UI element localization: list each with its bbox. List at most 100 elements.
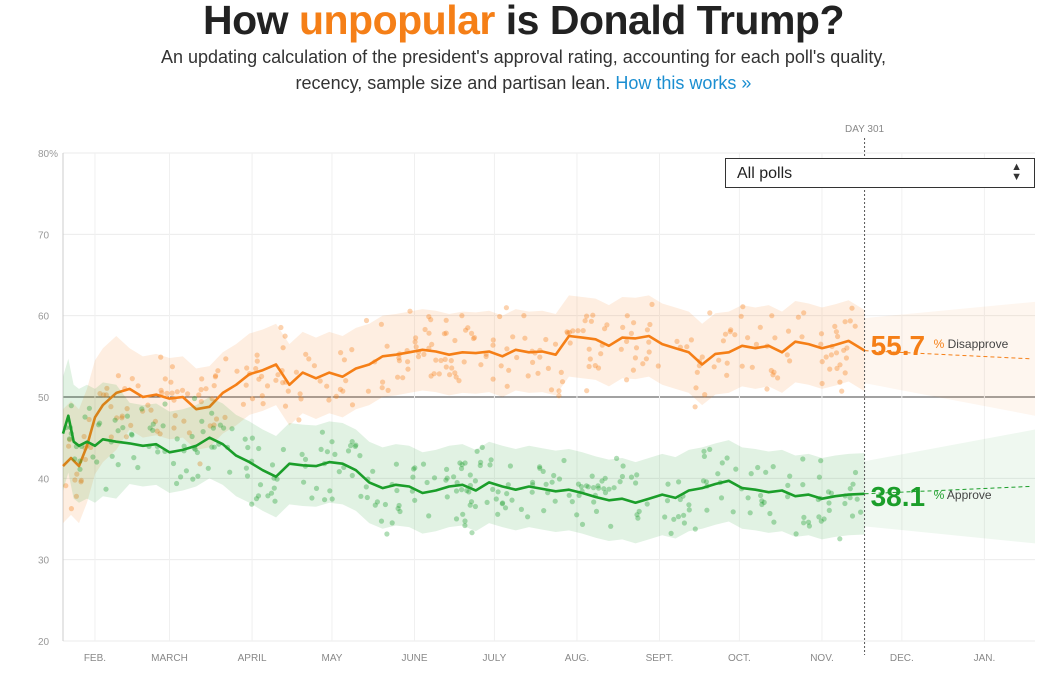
disapprove-end-value: 55.7 bbox=[870, 329, 926, 361]
disapprove-poll-dot bbox=[506, 367, 512, 373]
approve-poll-dot bbox=[596, 485, 602, 491]
approve-poll-dot bbox=[210, 425, 216, 431]
disapprove-poll-dot bbox=[101, 392, 107, 398]
disapprove-poll-dot bbox=[337, 386, 343, 392]
disapprove-poll-dot bbox=[465, 325, 471, 331]
approve-poll-dot bbox=[457, 460, 463, 466]
approve-poll-dot bbox=[372, 502, 378, 508]
disapprove-poll-dot bbox=[169, 364, 175, 370]
approve-poll-dot bbox=[150, 421, 156, 427]
disapprove-poll-dot bbox=[469, 330, 475, 336]
approve-poll-dot bbox=[205, 465, 211, 471]
disapprove-poll-dot bbox=[631, 320, 637, 326]
disapprove-poll-dot bbox=[449, 365, 455, 371]
approve-poll-dot bbox=[707, 446, 713, 452]
disapprove-poll-dot bbox=[240, 401, 246, 407]
disapprove-poll-dot bbox=[504, 346, 510, 352]
approve-poll-dot bbox=[759, 501, 765, 508]
x-tick-label: AUG. bbox=[565, 653, 589, 664]
approve-poll-dot bbox=[474, 448, 480, 454]
approve-poll-dot bbox=[806, 523, 813, 529]
approve-poll-dot bbox=[384, 531, 390, 537]
approve-poll-dot bbox=[178, 474, 184, 480]
disapprove-poll-dot bbox=[442, 356, 448, 362]
approve-poll-dot bbox=[192, 446, 198, 452]
approve-poll-dot bbox=[150, 427, 156, 433]
disapprove-poll-dot bbox=[843, 355, 850, 361]
disapprove-poll-dot bbox=[785, 328, 792, 334]
approve-poll-dot bbox=[541, 508, 547, 514]
approve-poll-dot bbox=[800, 456, 806, 462]
approve-poll-dot bbox=[636, 508, 642, 514]
disapprove-poll-dot bbox=[764, 386, 770, 392]
approve-poll-dot bbox=[635, 515, 641, 521]
disapprove-poll-dot bbox=[699, 354, 705, 360]
poll-filter-select[interactable]: All polls ▲ ▼ bbox=[725, 158, 1035, 188]
disapprove-poll-dot bbox=[72, 477, 78, 483]
disapprove-poll-dot bbox=[441, 331, 447, 337]
approve-poll-dot bbox=[453, 516, 460, 522]
disapprove-poll-dot bbox=[471, 335, 478, 341]
disapprove-poll-dot bbox=[297, 391, 303, 397]
disapprove-poll-dot bbox=[728, 327, 734, 333]
approve-poll-dot bbox=[348, 443, 354, 449]
disapprove-poll-dot bbox=[293, 369, 299, 375]
approve-poll-dot bbox=[170, 460, 177, 467]
approve-poll-dot bbox=[852, 469, 859, 476]
disapprove-poll-dot bbox=[285, 388, 291, 394]
disapprove-poll-dot bbox=[586, 346, 592, 352]
approve-trend-line bbox=[61, 414, 865, 505]
approve-poll-dot bbox=[131, 455, 137, 461]
disapprove-poll-dot bbox=[174, 389, 180, 395]
approve-poll-dot bbox=[467, 502, 473, 508]
approve-poll-dot bbox=[97, 420, 103, 426]
disapprove-poll-dot bbox=[452, 337, 458, 344]
disapprove-poll-dot bbox=[199, 376, 205, 382]
disapprove-poll-dot bbox=[254, 358, 260, 364]
disapprove-poll-dot bbox=[722, 331, 729, 337]
disapprove-poll-dot bbox=[74, 471, 80, 477]
disapprove-poll-dot bbox=[443, 364, 449, 370]
disapprove-poll-dot bbox=[565, 330, 571, 336]
disapprove-poll-dot bbox=[88, 444, 94, 450]
disapprove-poll-dot bbox=[179, 387, 186, 393]
disapprove-poll-dot bbox=[67, 437, 73, 443]
disapprove-poll-dot bbox=[753, 341, 760, 347]
disapprove-poll-dot bbox=[296, 417, 302, 423]
approve-poll-dot bbox=[229, 426, 235, 432]
approve-poll-dot bbox=[115, 462, 121, 468]
disapprove-poll-dot bbox=[624, 313, 630, 319]
disapprove-poll-dot bbox=[655, 363, 661, 369]
disapprove-poll-dot bbox=[282, 333, 288, 339]
approve-poll-dot bbox=[759, 498, 765, 504]
approve-poll-dot bbox=[478, 459, 484, 465]
approve-poll-dot bbox=[847, 495, 853, 501]
approve-poll-dot bbox=[487, 462, 493, 468]
disapprove-poll-dot bbox=[349, 347, 355, 353]
disapprove-poll-dot bbox=[632, 355, 639, 361]
disapprove-poll-dot bbox=[711, 364, 717, 370]
disapprove-poll-dot bbox=[431, 371, 437, 377]
approve-poll-dot bbox=[747, 510, 753, 516]
approve-poll-dot bbox=[763, 469, 769, 475]
how-this-works-link[interactable]: How this works » bbox=[615, 73, 752, 93]
disapprove-poll-dot bbox=[834, 365, 840, 371]
approve-poll-dot bbox=[608, 523, 614, 529]
approve-poll-dot bbox=[109, 453, 115, 459]
approve-poll-dot bbox=[850, 481, 856, 487]
disapprove-poll-dot bbox=[849, 305, 855, 311]
approve-poll-dot bbox=[394, 487, 400, 494]
approve-poll-dot bbox=[358, 493, 364, 499]
disapprove-poll-dot bbox=[86, 416, 92, 423]
approve-poll-dot bbox=[578, 484, 585, 490]
disapprove-poll-dot bbox=[326, 397, 332, 403]
disapprove-poll-dot bbox=[198, 399, 204, 405]
approve-poll-dot bbox=[692, 526, 698, 532]
approve-poll-dot bbox=[209, 444, 215, 450]
approve-poll-dot bbox=[183, 468, 189, 474]
approve-poll-dot bbox=[253, 496, 260, 502]
disapprove-poll-dot bbox=[646, 349, 652, 355]
disapprove-poll-dot bbox=[842, 319, 848, 325]
approve-poll-dot bbox=[770, 464, 776, 470]
